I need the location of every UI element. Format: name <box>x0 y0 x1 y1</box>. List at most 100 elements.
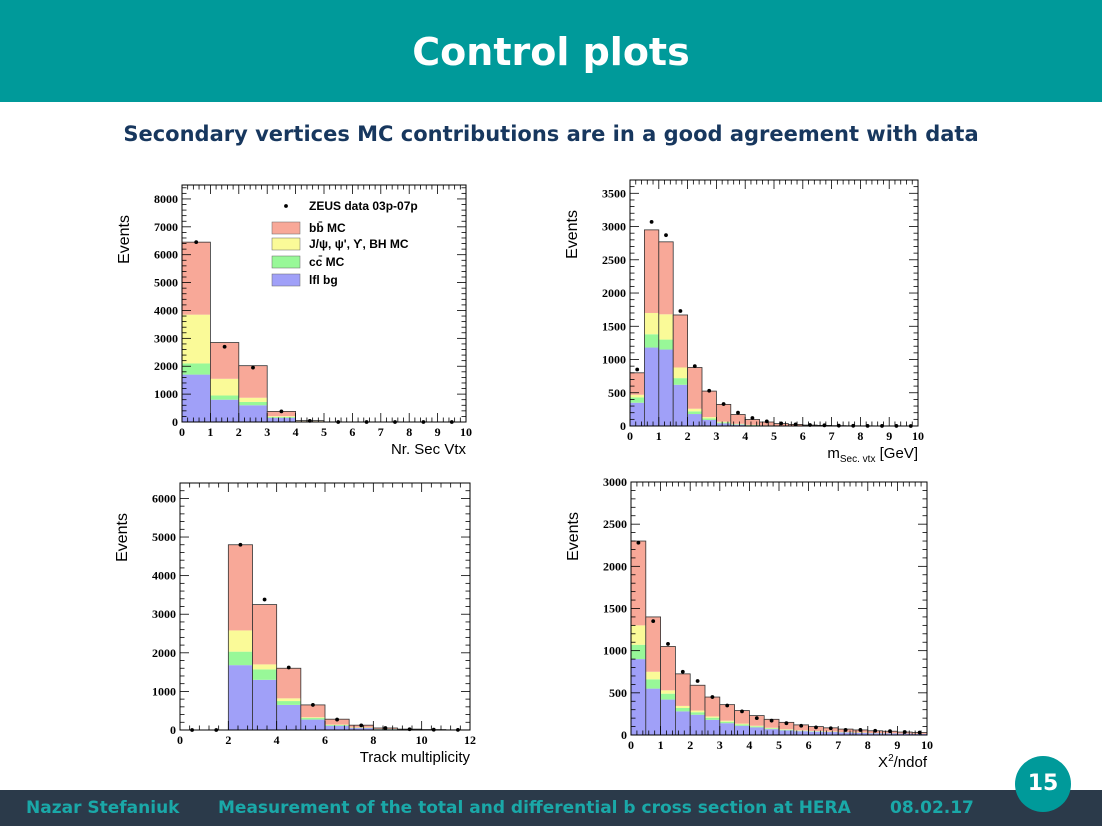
y-tick-label: 3000 <box>603 475 627 489</box>
hist-bar <box>660 693 676 700</box>
hist-bar <box>749 715 765 726</box>
data-point <box>678 309 683 313</box>
hist-bar <box>705 717 720 720</box>
x-tick-label: 12 <box>464 733 476 747</box>
data-point <box>764 419 769 424</box>
data-point <box>769 718 774 723</box>
data-point <box>666 642 670 646</box>
hist-bar <box>267 411 296 417</box>
x-tick-label: 2 <box>225 733 231 747</box>
hist-bar <box>764 728 779 730</box>
hist-bar <box>644 229 659 313</box>
hist-bar <box>631 541 646 626</box>
hist-bar <box>734 724 750 726</box>
y-tick-label: 2000 <box>154 359 178 373</box>
hist-bar <box>687 414 702 426</box>
hist-bar <box>838 732 853 735</box>
legend-swatch <box>271 221 301 235</box>
hist-bar <box>658 241 674 315</box>
hist-bar <box>182 363 211 375</box>
data-point <box>917 730 922 735</box>
hist-bar <box>228 630 253 652</box>
hist-bar <box>702 391 717 418</box>
x-tick-label: 4 <box>293 425 299 439</box>
y-tick-label: 6000 <box>152 491 176 505</box>
hist-bar <box>644 312 659 335</box>
y-axis-label: Events <box>114 513 131 562</box>
y-tick-label: 0 <box>170 723 176 737</box>
data-point <box>251 365 255 370</box>
hist-bar <box>716 421 731 423</box>
hist-bar <box>702 417 717 419</box>
hist-bar <box>690 685 705 711</box>
legend-label: bb̄ MC <box>309 221 346 235</box>
hist-bar <box>690 710 705 713</box>
x-tick-label: 6 <box>322 733 328 747</box>
hist-bar <box>675 711 691 735</box>
data-point <box>779 421 784 426</box>
hist-bar <box>660 699 676 735</box>
x-tick-label: 5 <box>771 429 777 443</box>
hist-bar <box>644 347 659 426</box>
data-point <box>222 344 227 349</box>
hist-bar <box>705 719 720 735</box>
data-point <box>651 619 656 624</box>
hist-bar <box>779 729 794 731</box>
legend-label: ZEUS data 03p-07p <box>309 199 418 213</box>
y-axis-label: Events <box>565 512 582 561</box>
hist-bar <box>658 314 674 340</box>
y-tick-label: 3000 <box>152 607 176 621</box>
hist-bar <box>238 365 268 398</box>
hist-bar <box>764 727 779 729</box>
x-tick-label: 5 <box>321 425 327 439</box>
y-tick-label: 0 <box>621 728 627 742</box>
plot-frame <box>179 482 471 731</box>
data-point <box>279 409 284 414</box>
data-point <box>680 669 685 674</box>
hist-bar <box>645 616 661 672</box>
data-point <box>311 703 315 707</box>
data-point <box>740 709 744 714</box>
hist-bar <box>882 733 898 735</box>
hist-bar <box>300 704 325 718</box>
hist-bar <box>705 697 720 717</box>
y-tick-label: 2000 <box>603 559 627 573</box>
data-point <box>649 219 654 224</box>
x-tick-label: 0 <box>177 733 183 747</box>
x-tick-label: 8 <box>857 429 863 443</box>
data-point <box>725 703 730 708</box>
hist-bar <box>867 733 883 735</box>
hist-bar <box>719 721 735 724</box>
y-tick-label: 3500 <box>602 186 626 200</box>
hist-bar <box>267 417 296 422</box>
hist-bar <box>238 397 268 402</box>
data-point <box>750 416 755 420</box>
hist-bar <box>228 665 253 730</box>
x-tick-label: 9 <box>886 429 892 443</box>
data-point <box>793 422 798 427</box>
x-tick-label: 1 <box>207 425 213 439</box>
hist-bar <box>252 664 277 670</box>
y-tick-label: 5000 <box>152 530 176 544</box>
x-tick-label: 6 <box>349 425 355 439</box>
page-title: Control plots <box>412 30 690 74</box>
hist-bar <box>300 719 325 730</box>
data-point <box>692 364 697 369</box>
y-tick-label: 0 <box>620 419 626 433</box>
chart-3: 0 2 4 6 8 10 12 0 1000 2000 3000 4000 5000 6000 Events… <box>114 482 476 766</box>
x-axis-label: Nr. Sec Vtx <box>391 441 467 458</box>
hist-bar <box>267 416 296 418</box>
x-tick-label: 9 <box>435 425 441 439</box>
hist-bar <box>764 719 779 728</box>
x-axis-label: Track multiplicity <box>360 749 471 766</box>
footer-author: Nazar Stefaniuk <box>26 798 180 818</box>
y-tick-label: 2000 <box>152 646 176 660</box>
legend-label: lfl bg <box>309 273 338 287</box>
data-point <box>710 695 715 699</box>
x-tick-label: 4 <box>742 429 748 443</box>
y-tick-label: 1000 <box>603 644 627 658</box>
hist-bar <box>690 712 705 715</box>
hist-bar <box>228 544 253 631</box>
data-point <box>736 410 740 415</box>
x-tick-label: 0 <box>627 429 633 443</box>
